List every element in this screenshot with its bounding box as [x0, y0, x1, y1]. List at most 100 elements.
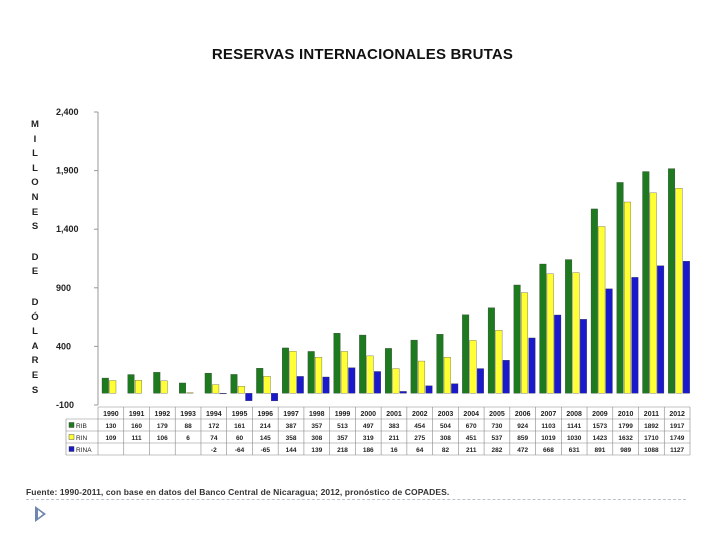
bar-rib: [153, 372, 161, 394]
bar-rib: [127, 374, 135, 394]
data-label-rina: 139: [311, 447, 322, 454]
bar-rin: [366, 355, 374, 394]
data-label-rina: 82: [442, 447, 450, 454]
bar-rina: [682, 261, 690, 394]
x-tick-label: 1997: [283, 411, 299, 418]
data-label-rib: 1103: [541, 423, 555, 430]
divider: [26, 499, 686, 500]
data-label-rina: 282: [492, 447, 503, 454]
x-tick-label: 2001: [386, 411, 402, 418]
data-label-rin: 308: [440, 435, 451, 442]
bar-rina: [579, 319, 587, 394]
data-label-rina: -65: [261, 447, 271, 454]
chart-title: RESERVAS INTERNACIONALES BRUTAS: [211, 46, 514, 63]
bar-rib: [204, 372, 212, 394]
y-axis-label-letter: E: [31, 206, 39, 218]
bar-rib: [487, 307, 495, 394]
bar-rib: [642, 171, 650, 394]
y-tick-label: 1,400: [56, 224, 79, 234]
x-tick-label: 2011: [644, 411, 659, 418]
data-label-rin: 1030: [567, 435, 582, 442]
bar-rin: [495, 330, 503, 394]
x-tick-label: 1996: [258, 411, 274, 418]
bar-rina: [554, 314, 562, 394]
bar-rina: [425, 385, 433, 394]
data-label-rin: 211: [389, 435, 400, 442]
y-tick-label: 400: [56, 341, 71, 351]
bar-rina: [528, 337, 536, 394]
legend-swatch-rina: [68, 446, 75, 452]
bar-chart: 2,400 1,900 1,400 900 400 -100 1990 1991 1992 199…: [56, 107, 691, 456]
data-label-rib: 1799: [618, 423, 633, 430]
data-label-rina: 891: [594, 447, 605, 454]
data-label-rib: 357: [311, 423, 322, 430]
data-label-rib: 172: [208, 423, 219, 430]
legend-label: RIB: [76, 423, 87, 430]
bar-rin: [572, 272, 580, 394]
data-label-rina: 186: [363, 447, 374, 454]
y-axis-label-letter: A: [31, 340, 39, 352]
bar-rina: [451, 383, 459, 394]
data-label-rin: 451: [466, 435, 477, 442]
y-tick-label: -100: [56, 400, 74, 410]
next-slide-icon[interactable]: [35, 506, 46, 522]
y-axis-label-letter: L: [32, 148, 38, 160]
y-axis-label-letter: E: [31, 369, 39, 381]
data-label-rib: 383: [389, 423, 400, 430]
bar-rib: [462, 314, 470, 394]
source-note: Fuente: 1990-2011, con base en datos del…: [26, 487, 450, 497]
bar-rina: [348, 367, 356, 394]
data-label-rina: -2: [211, 447, 217, 454]
bar-rin: [212, 384, 220, 394]
y-axis-label-letter: O: [31, 177, 39, 189]
bar-rib: [384, 348, 392, 394]
bar-rin: [109, 380, 117, 394]
data-label-rin: 1710: [644, 435, 659, 442]
data-label-rin: 1632: [618, 435, 633, 442]
y-tick-label: 900: [56, 283, 71, 293]
data-label-rib: 730: [492, 423, 503, 430]
data-label-rina: 64: [416, 447, 424, 454]
data-label-rina: 631: [569, 447, 580, 454]
data-label-rib: 387: [286, 423, 297, 430]
bar-rib: [565, 259, 573, 394]
bar-rib: [333, 333, 341, 394]
bar-rin: [675, 188, 683, 394]
data-label-rin: 275: [414, 435, 425, 442]
data-label-rina: 989: [620, 447, 631, 454]
x-tick-label: 2000: [360, 411, 376, 418]
x-tick-label: 1991: [129, 411, 145, 418]
data-label-rib: 179: [157, 423, 168, 430]
data-label-rin: 106: [157, 435, 168, 442]
data-label-rina: 668: [543, 447, 554, 454]
data-label-rin: 1423: [593, 435, 608, 442]
data-label-rib: 1573: [593, 423, 608, 430]
bar-rina: [271, 393, 278, 402]
x-tick-label: 2004: [463, 411, 479, 418]
data-label-rin: 60: [236, 435, 244, 442]
bar-rin: [315, 357, 323, 394]
x-tick-label: 2008: [566, 411, 582, 418]
data-label-rib: 1917: [670, 423, 685, 430]
x-tick-label: 2003: [438, 411, 454, 418]
data-label-rin: 6: [186, 435, 190, 442]
bar-rin: [521, 292, 528, 394]
x-tick-label: 2010: [618, 411, 634, 418]
bar-rina: [631, 277, 639, 394]
x-tick-label: 2002: [412, 411, 428, 418]
data-label-rib: 161: [234, 423, 245, 430]
data-label-rib: 130: [105, 423, 116, 430]
y-axis-label-letter: Ó: [31, 311, 39, 323]
bar-rin: [134, 380, 142, 394]
bar-rin: [418, 360, 426, 394]
bar-rin: [186, 392, 194, 394]
bar-rib: [256, 368, 264, 394]
legend-swatch-rin: [68, 434, 75, 440]
bar-rib: [539, 263, 547, 394]
data-label-rib: 497: [363, 423, 374, 430]
data-label-rin: 145: [260, 435, 271, 442]
bar-rib: [513, 284, 521, 394]
y-axis-label-letter: I: [33, 133, 37, 145]
bar-rib: [410, 339, 418, 394]
legend-label: RINA: [76, 447, 92, 454]
